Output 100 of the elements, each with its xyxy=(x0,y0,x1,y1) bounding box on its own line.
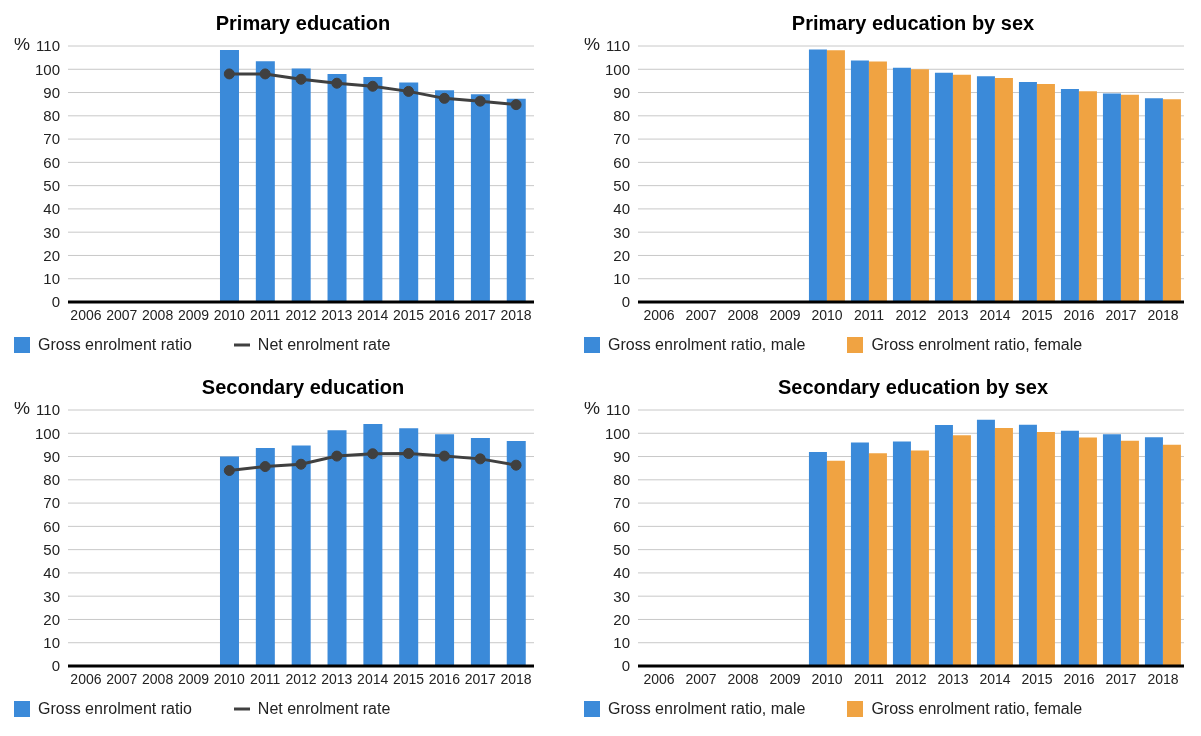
legend-label: Gross enrolment ratio, male xyxy=(608,336,806,354)
x-tick-label: 2006 xyxy=(643,670,675,687)
point xyxy=(331,450,343,462)
x-tick-label: 2012 xyxy=(285,306,317,323)
bar xyxy=(1036,431,1055,666)
y-tick-label: 70 xyxy=(613,494,630,512)
y-tick-label: 30 xyxy=(43,223,60,241)
bar xyxy=(255,447,275,666)
bar xyxy=(435,90,455,302)
y-tick-label: 50 xyxy=(613,540,630,558)
bar xyxy=(327,430,347,666)
y-axis-title: % xyxy=(14,34,31,54)
y-tick-label: 30 xyxy=(613,223,630,241)
x-tick-label: 2008 xyxy=(727,306,759,323)
y-tick-label: 30 xyxy=(613,587,630,605)
x-tick-label: 2012 xyxy=(895,306,927,323)
x-tick-label: 2011 xyxy=(250,670,281,687)
y-tick-label: 90 xyxy=(43,447,60,465)
bar xyxy=(1144,98,1163,302)
bar xyxy=(506,440,526,666)
bar xyxy=(808,49,827,302)
bar xyxy=(399,82,419,302)
x-tick-label: 2016 xyxy=(1063,670,1095,687)
point xyxy=(403,85,415,97)
x-tick-label: 2015 xyxy=(392,306,425,323)
point xyxy=(295,73,307,85)
x-tick-label: 2008 xyxy=(727,670,759,687)
x-tick-label: 2018 xyxy=(1147,306,1179,323)
bar xyxy=(1120,94,1139,302)
x-tick-label: 2016 xyxy=(428,670,461,687)
bar xyxy=(1102,434,1121,666)
x-tick-label: 2009 xyxy=(769,670,801,687)
x-tick-label: 2018 xyxy=(500,306,532,323)
y-tick-label: 20 xyxy=(43,246,60,264)
x-tick-label: 2018 xyxy=(500,670,532,687)
bar xyxy=(1102,93,1121,302)
point xyxy=(474,453,486,465)
bar xyxy=(850,60,869,302)
x-tick-label: 2010 xyxy=(811,306,843,323)
y-tick-label: 110 xyxy=(36,37,60,55)
y-tick-label: 80 xyxy=(613,471,630,489)
x-tick-label: 2013 xyxy=(937,670,969,687)
bar xyxy=(291,445,311,666)
point xyxy=(223,465,235,477)
bar xyxy=(363,76,383,302)
bar xyxy=(1036,83,1055,302)
x-tick-label: 2007 xyxy=(106,306,138,323)
point xyxy=(295,458,307,470)
legend-label: Gross enrolment ratio, male xyxy=(608,700,806,718)
point xyxy=(259,68,271,80)
x-tick-label: 2007 xyxy=(685,670,717,687)
y-tick-label: 0 xyxy=(51,657,60,675)
y-tick-label: 40 xyxy=(43,564,60,582)
y-tick-label: 60 xyxy=(613,153,630,171)
y-axis-title: % xyxy=(584,34,601,54)
bar xyxy=(327,73,347,302)
point xyxy=(331,77,343,89)
bar xyxy=(868,453,887,666)
x-tick-label: 2016 xyxy=(428,306,461,323)
y-tick-label: 110 xyxy=(606,37,630,55)
bar xyxy=(1060,89,1079,302)
y-axis-title: % xyxy=(584,398,601,418)
x-tick-label: 2008 xyxy=(142,670,174,687)
bar xyxy=(976,419,995,666)
x-tick-label: 2015 xyxy=(392,670,425,687)
y-tick-label: 70 xyxy=(43,130,60,148)
chart-title: Primary education by sex xyxy=(791,12,1035,34)
point xyxy=(474,95,486,107)
x-tick-label: 2006 xyxy=(70,306,102,323)
bar xyxy=(1120,440,1139,666)
bar xyxy=(808,451,827,666)
y-tick-label: 20 xyxy=(613,246,630,264)
x-tick-label: 2011 xyxy=(853,670,885,687)
x-tick-label: 2006 xyxy=(70,670,102,687)
y-tick-label: 20 xyxy=(613,610,630,628)
point xyxy=(367,448,379,460)
bar xyxy=(892,441,911,666)
bar xyxy=(506,98,526,302)
bar xyxy=(1162,99,1181,302)
y-tick-label: 50 xyxy=(43,176,60,194)
bar xyxy=(910,69,929,302)
y-tick-label: 50 xyxy=(613,176,630,194)
x-tick-label: 2008 xyxy=(142,306,174,323)
bar xyxy=(934,72,953,302)
bar xyxy=(1018,424,1037,666)
y-tick-label: 60 xyxy=(613,517,630,535)
bar xyxy=(1018,82,1037,302)
y-tick-label: 0 xyxy=(621,657,630,675)
x-tick-label: 2007 xyxy=(106,670,138,687)
x-tick-label: 2014 xyxy=(979,306,1011,323)
bar xyxy=(850,442,869,666)
y-tick-label: 70 xyxy=(613,130,630,148)
y-tick-label: 90 xyxy=(43,83,60,101)
y-tick-label: 50 xyxy=(43,540,60,558)
bar xyxy=(1078,91,1097,302)
legend-label: Gross enrolment ratio xyxy=(38,336,192,354)
x-tick-label: 2006 xyxy=(643,306,675,323)
y-tick-label: 10 xyxy=(613,634,630,652)
y-tick-label: 100 xyxy=(604,60,630,78)
point xyxy=(438,450,450,462)
